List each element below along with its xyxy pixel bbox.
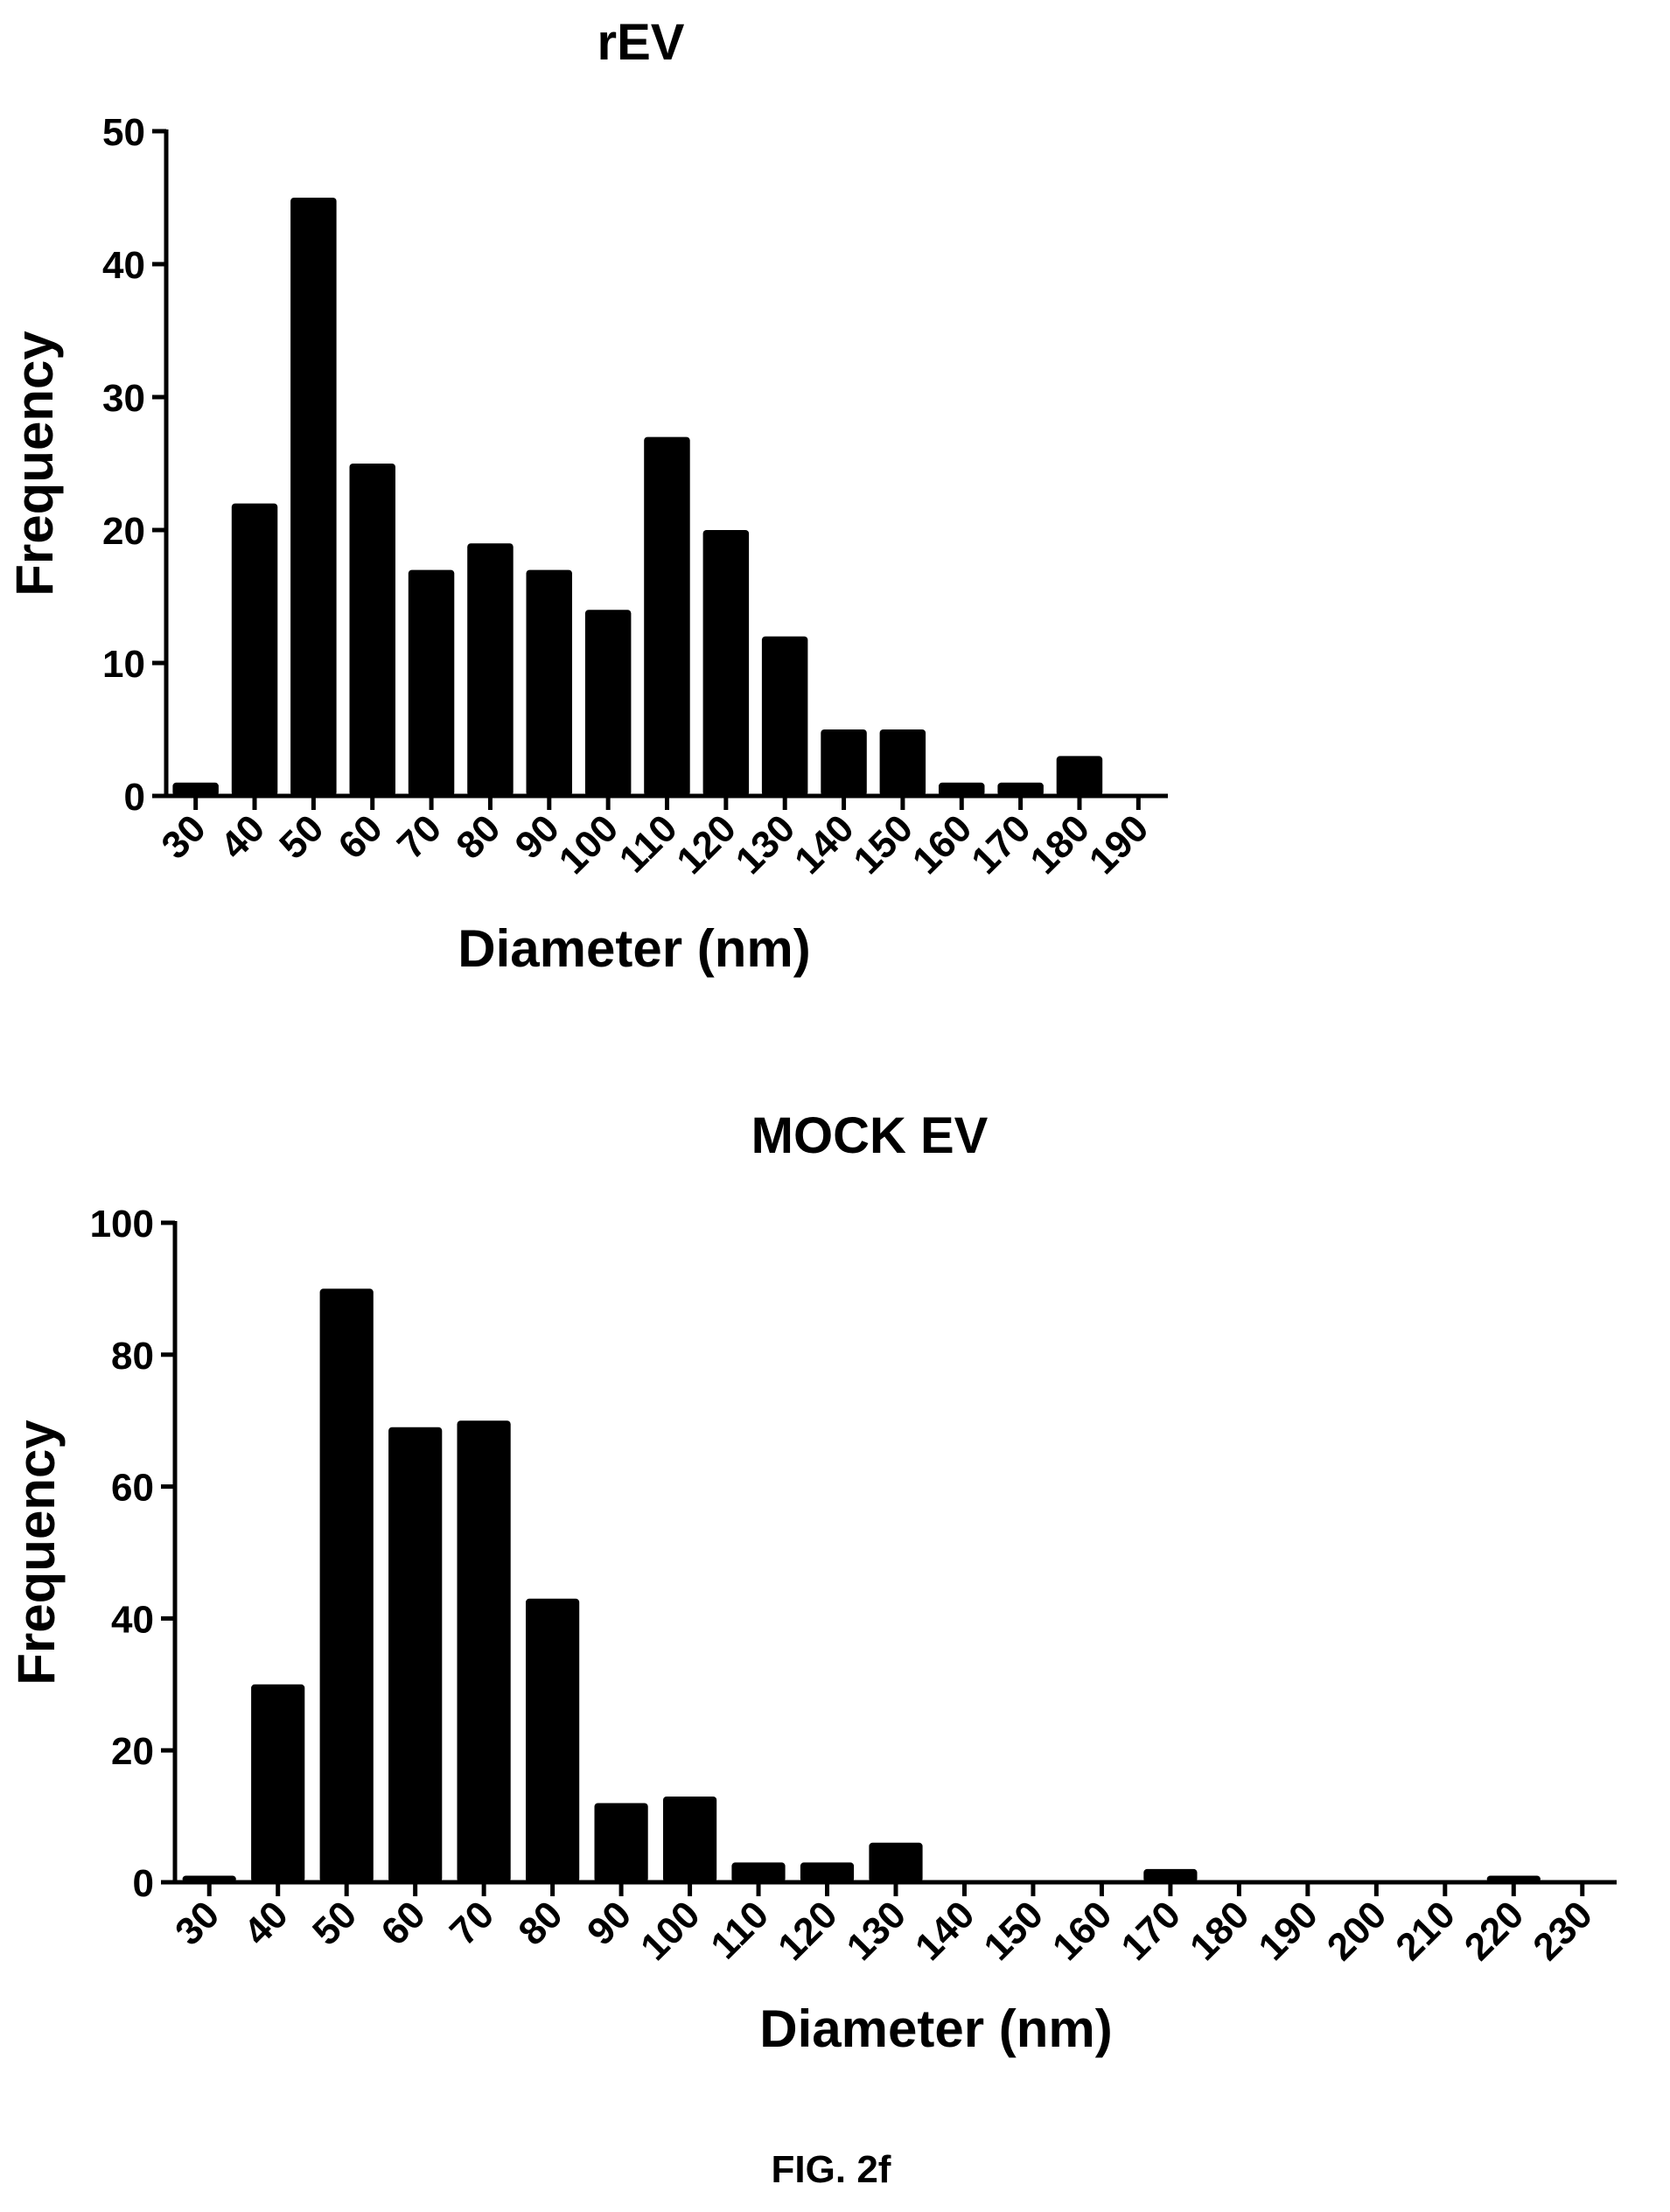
- x-tick-label: 130: [839, 1893, 915, 1969]
- bar-100: [584, 610, 632, 796]
- y-tick-label: 40: [111, 1598, 154, 1641]
- x-tick-label: 100: [632, 1893, 709, 1969]
- x-tick-label: 200: [1319, 1893, 1395, 1969]
- x-tick-label: 60: [331, 806, 391, 867]
- x-tick-label: 60: [373, 1893, 433, 1953]
- bar-150: [879, 729, 926, 796]
- bar-110: [731, 1862, 786, 1882]
- y-tick-label: 60: [111, 1467, 154, 1510]
- y-tick-label: 50: [102, 111, 145, 154]
- x-tick-label: 110: [702, 1893, 777, 1967]
- x-tick-label: 180: [1022, 806, 1098, 883]
- x-tick-label: 50: [271, 806, 332, 867]
- bar-30: [172, 782, 219, 796]
- x-tick-label: 90: [579, 1893, 639, 1953]
- bar-40: [251, 1684, 305, 1882]
- x-tick-label: 70: [442, 1893, 502, 1953]
- bar-130: [761, 636, 808, 796]
- x-axis-title: Diameter (nm): [759, 1999, 1112, 2058]
- y-tick-label: 30: [102, 377, 145, 420]
- x-tick-label: 30: [153, 806, 213, 867]
- x-tick-label: 120: [668, 806, 744, 883]
- figure-caption: FIG. 2f: [772, 2148, 891, 2191]
- bar-130: [869, 1842, 923, 1882]
- bar-series: [172, 198, 1103, 796]
- x-tick-label: 170: [1113, 1893, 1189, 1969]
- x-tick-label: 30: [167, 1893, 227, 1953]
- bar-170: [997, 782, 1044, 796]
- bar-160: [939, 782, 985, 796]
- x-tick-label: 190: [1081, 806, 1157, 883]
- x-tick-label: 170: [963, 806, 1039, 883]
- bar-50: [319, 1288, 374, 1882]
- y-tick-label: 40: [102, 244, 145, 287]
- bar-140: [821, 729, 867, 796]
- bar-120: [800, 1862, 855, 1882]
- y-tick-label: 10: [102, 643, 145, 686]
- y-tick-label: 100: [90, 1203, 154, 1246]
- x-tick-label: 230: [1525, 1893, 1601, 1969]
- y-axis-title: Frequency: [7, 1420, 66, 1685]
- x-tick-label: 120: [770, 1893, 846, 1969]
- x-tick-label: 50: [304, 1893, 365, 1953]
- x-tick-label: 40: [213, 806, 273, 867]
- bar-110: [644, 436, 690, 796]
- y-tick-label: 0: [124, 776, 145, 819]
- y-tick-label: 20: [111, 1730, 154, 1773]
- x-tick-label: 150: [845, 806, 921, 883]
- y-axis-title: Frequency: [5, 331, 64, 597]
- x-tick-label: 220: [1457, 1893, 1533, 1969]
- bar-series: [182, 1288, 1541, 1882]
- x-tick-label: 150: [975, 1893, 1052, 1969]
- bar-180: [1056, 756, 1103, 796]
- bar-80: [467, 543, 514, 796]
- bar-170: [1143, 1868, 1198, 1882]
- bar-70: [457, 1420, 511, 1882]
- chart-rev: rEV Frequency Diameter (nm) 010203040503…: [5, 14, 1168, 978]
- x-tick-label: 80: [510, 1893, 570, 1953]
- bar-90: [594, 1803, 648, 1882]
- bar-90: [526, 569, 572, 796]
- x-tick-label: 80: [448, 806, 508, 867]
- x-tick-label: 70: [389, 806, 450, 867]
- y-tick-label: 80: [111, 1335, 154, 1378]
- x-tick-label: 160: [905, 806, 981, 883]
- x-tick-label: 110: [611, 806, 686, 881]
- x-tick-label: 190: [1250, 1893, 1326, 1969]
- x-tick-label: 100: [551, 806, 627, 883]
- x-tick-label: 160: [1045, 1893, 1121, 1969]
- bar-120: [702, 530, 750, 796]
- bar-80: [526, 1598, 580, 1882]
- chart-title: MOCK EV: [751, 1107, 989, 1164]
- x-tick-label: 130: [728, 806, 804, 883]
- bar-50: [290, 198, 337, 796]
- y-tick-label: 20: [102, 510, 145, 553]
- bar-100: [663, 1797, 717, 1882]
- bar-60: [388, 1427, 443, 1882]
- x-axis-title: Diameter (nm): [458, 919, 810, 978]
- y-tick-label: 0: [133, 1862, 154, 1905]
- x-tick-label: 180: [1182, 1893, 1258, 1969]
- chart-title: rEV: [597, 14, 685, 71]
- chart-mock-ev: MOCK EV Frequency Diameter (nm) 0 20 40 60 8…: [7, 1107, 1617, 2058]
- x-tick-label: 140: [786, 806, 863, 883]
- bar-60: [349, 464, 395, 796]
- bar-70: [408, 569, 455, 796]
- x-tick-label: 40: [236, 1893, 297, 1953]
- x-tick-label: 140: [907, 1893, 983, 1969]
- bar-40: [231, 503, 278, 796]
- x-tick-label: 210: [1387, 1893, 1464, 1969]
